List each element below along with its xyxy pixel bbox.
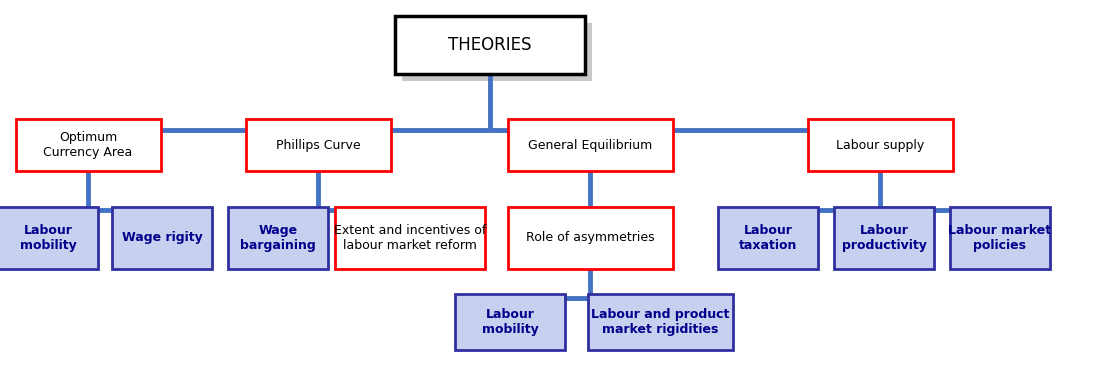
Bar (508, 119, 672, 171)
Bar (587, 294, 733, 350)
Text: Labour
mobility: Labour mobility (20, 224, 76, 252)
Bar (246, 119, 390, 171)
Bar (0, 207, 98, 269)
Bar (15, 119, 161, 171)
Text: Phillips Curve: Phillips Curve (276, 138, 360, 151)
Text: Labour
mobility: Labour mobility (482, 308, 539, 336)
Bar (112, 207, 212, 269)
Text: Labour and product
market rigidities: Labour and product market rigidities (591, 308, 730, 336)
Bar (719, 207, 818, 269)
Bar (808, 119, 952, 171)
Text: Wage
bargaining: Wage bargaining (240, 224, 316, 252)
Bar (402, 23, 592, 81)
Bar (834, 207, 934, 269)
Text: Role of asymmetries: Role of asymmetries (526, 232, 655, 245)
Text: Labour
taxation: Labour taxation (738, 224, 797, 252)
Text: General Equilibrium: General Equilibrium (528, 138, 652, 151)
Text: Labour market
policies: Labour market policies (949, 224, 1051, 252)
Bar (395, 16, 585, 74)
Bar (950, 207, 1050, 269)
Text: Labour supply: Labour supply (836, 138, 925, 151)
Bar (508, 207, 672, 269)
Bar (335, 207, 485, 269)
Text: Wage rigity: Wage rigity (121, 232, 203, 245)
Text: Extent and incentives of
labour market reform: Extent and incentives of labour market r… (334, 224, 486, 252)
Text: THEORIES: THEORIES (449, 36, 532, 54)
Text: Optimum
Currency Area: Optimum Currency Area (43, 131, 132, 159)
Text: Labour
productivity: Labour productivity (842, 224, 927, 252)
Bar (228, 207, 328, 269)
Bar (455, 294, 565, 350)
